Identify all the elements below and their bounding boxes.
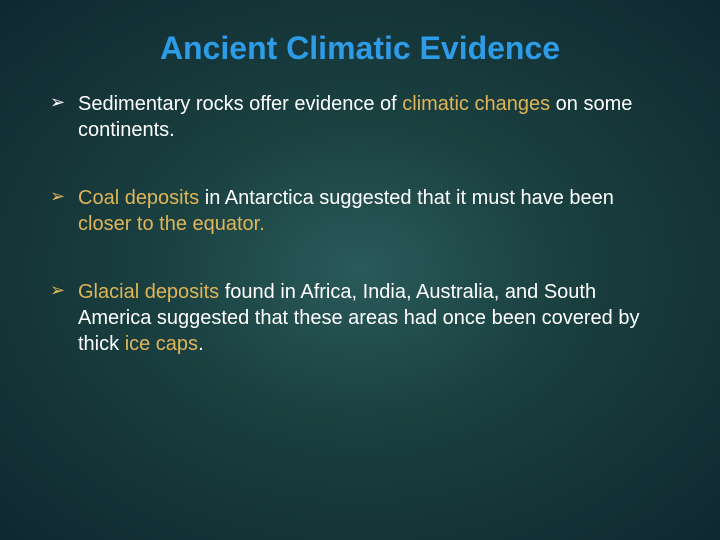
body-text: . xyxy=(198,333,204,355)
body-text: in Antarctica suggested that it must hav… xyxy=(199,187,614,209)
slide-title: Ancient Climatic Evidence xyxy=(50,30,670,67)
body-text: Sedimentary rocks offer evidence of xyxy=(78,93,402,115)
bullet-item: Sedimentary rocks offer evidence of clim… xyxy=(50,91,670,143)
highlight-text: Coal deposits xyxy=(78,187,199,209)
bullet-list: Sedimentary rocks offer evidence of clim… xyxy=(50,91,670,357)
highlight-text: ice caps xyxy=(125,333,198,355)
highlight-text: climatic changes xyxy=(402,93,550,115)
slide: Ancient Climatic Evidence Sedimentary ro… xyxy=(0,0,720,540)
bullet-item: Glacial deposits found in Africa, India,… xyxy=(50,279,670,357)
highlight-text: closer to the equator. xyxy=(78,213,265,235)
highlight-text: Glacial deposits xyxy=(78,281,219,303)
bullet-item: Coal deposits in Antarctica suggested th… xyxy=(50,185,670,237)
